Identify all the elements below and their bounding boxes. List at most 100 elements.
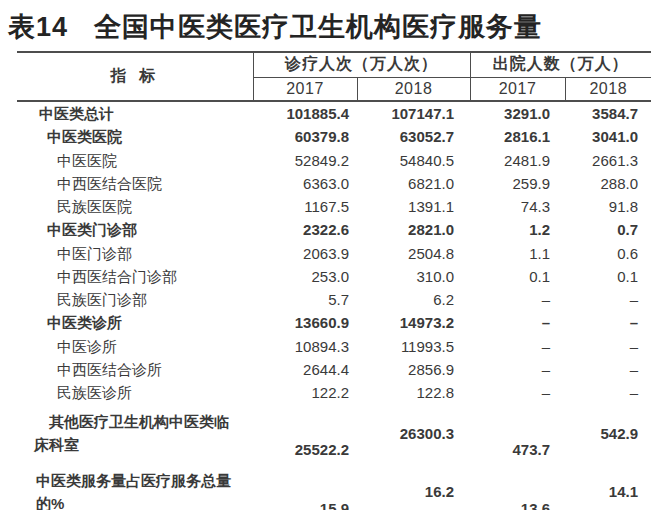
header-indicator: 指 标 bbox=[17, 52, 253, 101]
table-row: 中医医院52849.254840.52481.92661.3 bbox=[17, 149, 651, 172]
value-cell: 2063.9 bbox=[253, 242, 357, 265]
header-year-discharges-2018: 2018 bbox=[565, 77, 651, 101]
table-row: 民族医门诊部5.76.2–– bbox=[17, 288, 651, 311]
table-row: 中医类服务量占医疗服务总量 的%15.916.213.614.1 bbox=[17, 462, 651, 510]
header-year-visits-2017: 2017 bbox=[253, 77, 357, 101]
page-title: 表14 全国中医类医疗卫生机构医疗服务量 bbox=[8, 9, 670, 45]
value-cell: 25522.2 bbox=[253, 404, 357, 462]
value-cell: 14973.2 bbox=[357, 311, 470, 334]
value-cell: 6821.0 bbox=[357, 172, 470, 195]
table-header: 指 标 诊疗人次（万人次） 出院人数（万人） 2017 2018 2017 20… bbox=[17, 52, 651, 101]
table-row: 中医诊所10894.311993.5–– bbox=[17, 335, 651, 358]
value-cell: – bbox=[470, 311, 565, 334]
value-cell: 2821.0 bbox=[357, 218, 470, 241]
value-cell: 122.2 bbox=[253, 381, 357, 404]
indicator-cell: 其他医疗卫生机构中医类临 床科室 bbox=[17, 404, 253, 462]
value-cell: 6363.0 bbox=[253, 172, 357, 195]
value-cell: 5.7 bbox=[253, 288, 357, 311]
indicator-cell: 民族医医院 bbox=[17, 195, 253, 218]
value-cell: 91.8 bbox=[565, 195, 651, 218]
table-row: 中医类总计101885.4107147.13291.03584.7 bbox=[17, 101, 651, 125]
value-cell: 0.6 bbox=[565, 242, 651, 265]
value-cell: 2644.4 bbox=[253, 358, 357, 381]
value-cell: 1.1 bbox=[470, 242, 565, 265]
value-cell: – bbox=[565, 288, 651, 311]
value-cell: – bbox=[470, 335, 565, 358]
value-cell: 253.0 bbox=[253, 265, 357, 288]
table-row: 中西医结合医院6363.06821.0259.9288.0 bbox=[17, 172, 651, 195]
value-cell: 288.0 bbox=[565, 172, 651, 195]
table-body: 中医类总计101885.4107147.13291.03584.7中医类医院60… bbox=[17, 101, 651, 510]
value-cell: – bbox=[470, 288, 565, 311]
value-cell: 60379.8 bbox=[253, 125, 357, 148]
indicator-cell: 中医类诊所 bbox=[17, 311, 253, 334]
value-cell: 1391.1 bbox=[357, 195, 470, 218]
value-cell: 10894.3 bbox=[253, 335, 357, 358]
table-row: 民族医医院1167.51391.174.391.8 bbox=[17, 195, 651, 218]
value-cell: 13660.9 bbox=[253, 311, 357, 334]
header-year-discharges-2017: 2017 bbox=[470, 77, 565, 101]
value-cell: – bbox=[470, 358, 565, 381]
value-cell: 259.9 bbox=[470, 172, 565, 195]
value-cell: 2661.3 bbox=[565, 149, 651, 172]
value-cell: 14.1 bbox=[565, 462, 651, 510]
indicator-cell: 中医类总计 bbox=[17, 101, 253, 125]
indicator-cell: 中医类服务量占医疗服务总量 的% bbox=[17, 462, 253, 510]
indicator-cell: 民族医门诊部 bbox=[17, 288, 253, 311]
value-cell: – bbox=[470, 381, 565, 404]
value-cell: 3291.0 bbox=[470, 101, 565, 125]
table-row: 中医门诊部2063.92504.81.10.6 bbox=[17, 242, 651, 265]
value-cell: 2504.8 bbox=[357, 242, 470, 265]
table-row: 民族医诊所122.2122.8–– bbox=[17, 381, 651, 404]
value-cell: 63052.7 bbox=[357, 125, 470, 148]
value-cell: 101885.4 bbox=[253, 101, 357, 125]
value-cell: – bbox=[565, 335, 651, 358]
data-table: 指 标 诊疗人次（万人次） 出院人数（万人） 2017 2018 2017 20… bbox=[17, 51, 651, 510]
table-row: 中西医结合门诊部253.0310.00.10.1 bbox=[17, 265, 651, 288]
value-cell: 54840.5 bbox=[357, 149, 470, 172]
value-cell: 15.9 bbox=[253, 462, 357, 510]
value-cell: 16.2 bbox=[357, 462, 470, 510]
value-cell: 107147.1 bbox=[357, 101, 470, 125]
value-cell: 1167.5 bbox=[253, 195, 357, 218]
value-cell: 1.2 bbox=[470, 218, 565, 241]
header-group-row: 指 标 诊疗人次（万人次） 出院人数（万人） bbox=[17, 52, 651, 77]
value-cell: 473.7 bbox=[470, 404, 565, 462]
indicator-cell: 中西医结合门诊部 bbox=[17, 265, 253, 288]
value-cell: 0.7 bbox=[565, 218, 651, 241]
value-cell: – bbox=[565, 311, 651, 334]
table-row: 中医类门诊部2322.62821.01.20.7 bbox=[17, 218, 651, 241]
indicator-cell: 中医医院 bbox=[17, 149, 253, 172]
value-cell: 0.1 bbox=[565, 265, 651, 288]
indicator-cell: 中医类医院 bbox=[17, 125, 253, 148]
table-row: 中医类诊所13660.914973.2–– bbox=[17, 311, 651, 334]
table-number: 表14 bbox=[8, 12, 68, 42]
header-group-discharges: 出院人数（万人） bbox=[470, 52, 651, 77]
value-cell: – bbox=[565, 358, 651, 381]
value-cell: 2322.6 bbox=[253, 218, 357, 241]
value-cell: 52849.2 bbox=[253, 149, 357, 172]
value-cell: 310.0 bbox=[357, 265, 470, 288]
table-title-text: 全国中医类医疗卫生机构医疗服务量 bbox=[94, 12, 542, 42]
value-cell: 74.3 bbox=[470, 195, 565, 218]
value-cell: 26300.3 bbox=[357, 404, 470, 462]
value-cell: 2856.9 bbox=[357, 358, 470, 381]
table-row: 其他医疗卫生机构中医类临 床科室25522.226300.3473.7542.9 bbox=[17, 404, 651, 462]
value-cell: 3041.0 bbox=[565, 125, 651, 148]
indicator-cell: 中医门诊部 bbox=[17, 242, 253, 265]
value-cell: 6.2 bbox=[357, 288, 470, 311]
table-row: 中西医结合诊所2644.42856.9–– bbox=[17, 358, 651, 381]
header-year-visits-2018: 2018 bbox=[357, 77, 470, 101]
value-cell: 2481.9 bbox=[470, 149, 565, 172]
value-cell: – bbox=[565, 381, 651, 404]
value-cell: 542.9 bbox=[565, 404, 651, 462]
indicator-cell: 民族医诊所 bbox=[17, 381, 253, 404]
indicator-cell: 中西医结合诊所 bbox=[17, 358, 253, 381]
indicator-cell: 中医诊所 bbox=[17, 335, 253, 358]
value-cell: 11993.5 bbox=[357, 335, 470, 358]
indicator-cell: 中医类门诊部 bbox=[17, 218, 253, 241]
indicator-cell: 中西医结合医院 bbox=[17, 172, 253, 195]
header-group-visits: 诊疗人次（万人次） bbox=[253, 52, 470, 77]
value-cell: 122.8 bbox=[357, 381, 470, 404]
table-row: 中医类医院60379.863052.72816.13041.0 bbox=[17, 125, 651, 148]
